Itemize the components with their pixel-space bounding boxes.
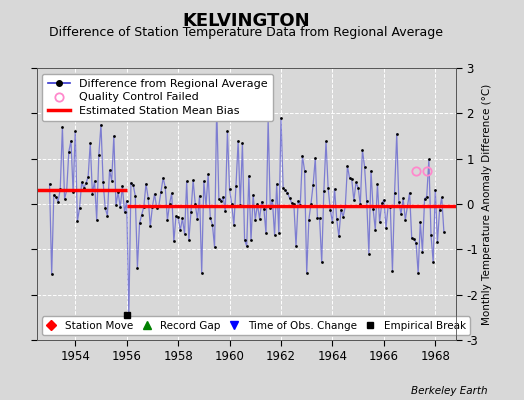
Y-axis label: Monthly Temperature Anomaly Difference (°C): Monthly Temperature Anomaly Difference (…	[482, 83, 493, 325]
Legend: Station Move, Record Gap, Time of Obs. Change, Empirical Break: Station Move, Record Gap, Time of Obs. C…	[42, 316, 470, 335]
Text: Difference of Station Temperature Data from Regional Average: Difference of Station Temperature Data f…	[49, 26, 443, 39]
Text: Berkeley Earth: Berkeley Earth	[411, 386, 487, 396]
Text: KELVINGTON: KELVINGTON	[182, 12, 310, 30]
